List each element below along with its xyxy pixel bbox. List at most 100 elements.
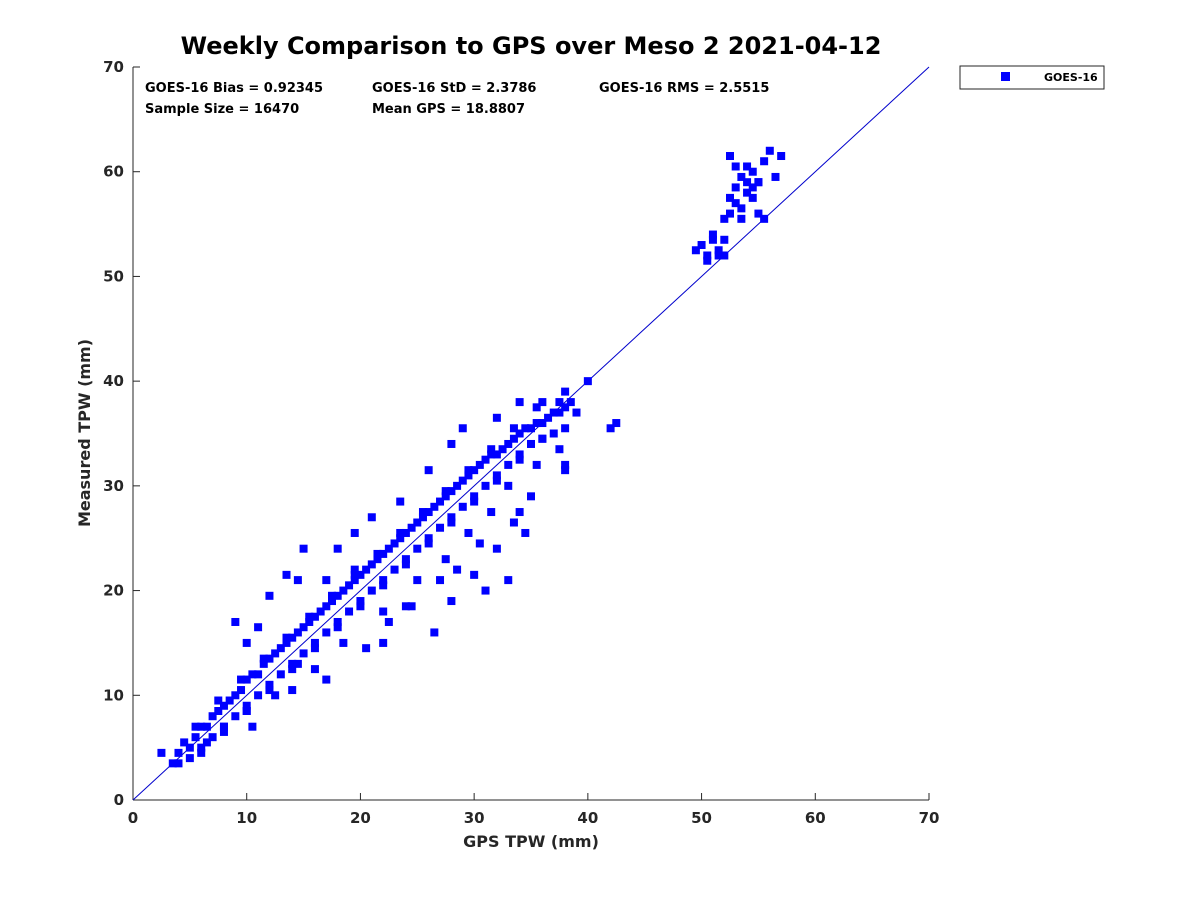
x-tick-label: 20 [350,809,371,827]
data-point [248,722,257,731]
legend-box [959,65,1105,90]
data-point [322,576,331,585]
y-tick-label: 40 [103,372,124,390]
data-point [572,408,581,417]
data-point [362,644,371,653]
data-point [367,586,376,595]
data-point [424,534,433,543]
data-point [748,183,757,192]
data-point [720,214,729,223]
data-point [504,576,513,585]
chart-title: Weekly Comparison to GPS over Meso 2 202… [181,32,882,60]
data-point [760,214,769,223]
x-tick-label: 50 [691,809,712,827]
data-point [703,251,712,260]
data-point [492,476,501,485]
data-point [691,246,700,255]
data-point [333,591,342,600]
data-point [305,617,314,626]
data-point [185,743,194,752]
data-point [708,235,717,244]
data-point [231,617,240,626]
data-point [384,544,393,553]
data-point [367,560,376,569]
data-point [157,748,166,757]
data-point [561,387,570,396]
data-point [401,528,410,537]
data-point [566,398,575,407]
data-point [259,654,268,663]
stat-sample-size: Sample Size = 16470 [145,102,299,117]
data-point [436,523,445,532]
data-point [549,429,558,438]
data-point [447,518,456,527]
data-point [748,193,757,202]
data-point [743,178,752,187]
data-point [714,246,723,255]
data-point [407,523,416,532]
data-point [299,649,308,658]
data-point [418,513,427,522]
data-point [606,424,615,433]
data-point [504,460,513,469]
data-point [771,172,780,181]
data-point [293,628,302,637]
data-point [180,738,189,747]
data-point [492,450,501,459]
x-tick-label: 0 [128,809,138,827]
data-point [470,497,479,506]
data-point [271,691,280,700]
data-point [475,539,484,548]
data-point [470,466,479,475]
data-point [424,539,433,548]
data-point [254,670,263,679]
data-point [219,722,228,731]
data-point [350,565,359,574]
data-point [509,424,518,433]
data-point [390,539,399,548]
data-point [282,638,291,647]
data-points [157,146,786,768]
data-point [731,162,740,171]
data-point [356,602,365,611]
data-point [458,502,467,511]
data-point [333,623,342,632]
data-point [765,146,774,155]
data-point [396,528,405,537]
data-point [743,162,752,171]
data-point [714,251,723,260]
data-point [401,555,410,564]
data-point [208,733,217,742]
data-point [231,712,240,721]
data-point [282,633,291,642]
data-point [310,612,319,621]
data-point [328,591,336,600]
data-point [515,429,524,438]
data-point [333,544,342,553]
x-tick-label: 10 [236,809,257,827]
data-point [743,188,752,197]
data-point [413,544,422,553]
data-point [299,544,308,553]
data-point [288,659,297,668]
data-point [453,565,462,574]
data-point [350,576,359,585]
data-point [754,209,763,218]
data-point [538,398,547,407]
data-point [453,481,462,490]
data-point [544,413,553,422]
data-point [458,424,467,433]
data-point [310,638,319,647]
data-point [515,508,524,517]
data-point [521,528,530,537]
data-point [237,686,246,695]
data-point [515,450,524,459]
data-point [436,576,445,585]
data-point [225,696,234,705]
data-point [248,670,257,679]
data-point [413,576,422,585]
data-point [726,193,734,202]
data-point [259,659,268,668]
data-point [299,623,308,632]
